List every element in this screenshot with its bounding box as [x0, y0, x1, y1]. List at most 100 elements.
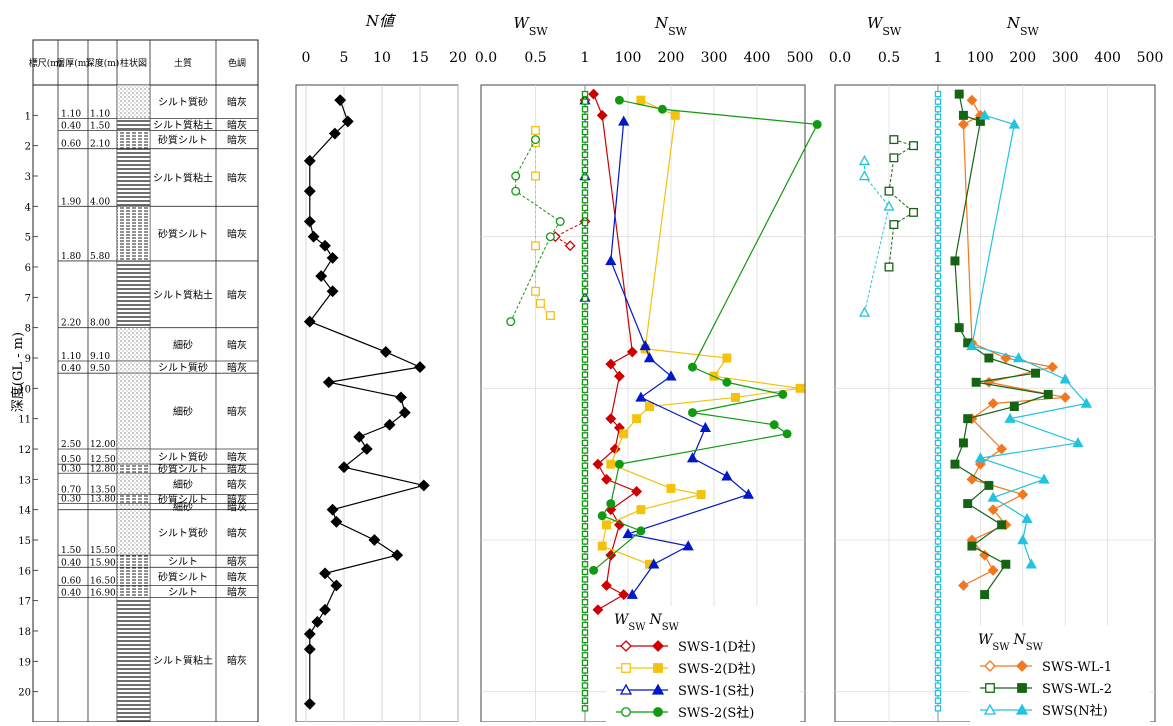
sws-n-point [966, 473, 978, 485]
sws-n-point [1059, 392, 1071, 403]
sws-baseline-point [581, 227, 589, 234]
sws-n-line [971, 114, 1088, 565]
sws-baseline-point [934, 106, 942, 113]
sws-n-point [1072, 437, 1084, 448]
sws-w-point [511, 186, 521, 196]
sws-baseline-point [934, 621, 942, 629]
legend-marker-filled [1016, 660, 1028, 672]
sws-baseline-point [581, 242, 589, 249]
sws-baseline-point [581, 682, 589, 689]
sws-baseline-point [934, 432, 942, 439]
log-soil-label: 砂質シルト [158, 134, 208, 147]
sws-baseline-point [934, 295, 942, 303]
sws-n-point [631, 486, 643, 497]
sws-baseline-point [581, 636, 589, 644]
log-thickness-value: 0.60 [61, 140, 81, 150]
sws-w-point [545, 311, 555, 321]
log-depth-tick-label: 15 [18, 536, 31, 547]
sws-n-point [589, 565, 599, 575]
sws-n-point [1047, 361, 1058, 373]
sws-n-point [601, 473, 612, 485]
log-thickness-value: 1.10 [61, 109, 81, 119]
sws-n-point [606, 459, 616, 469]
log-depth-tick-label: 3 [25, 172, 31, 183]
sws-n-point [613, 370, 625, 382]
sws-n-line [954, 93, 1051, 595]
legend-label: SWS-WL-1 [1042, 660, 1112, 675]
sws-n-point [974, 452, 987, 463]
sws-baseline-point [581, 159, 589, 166]
log-thickness-value: 0.70 [61, 486, 81, 496]
sws-baseline-point [934, 90, 942, 98]
sws-n-point [984, 353, 994, 363]
sws-baseline-point [934, 136, 942, 143]
sws-n-tick-label: 300 [701, 50, 728, 66]
sws-baseline-point [934, 250, 942, 257]
log-color-label: 暗灰 [227, 478, 247, 491]
log-layer-pattern [116, 260, 151, 328]
sws-baseline-point [581, 462, 589, 469]
sws-n-point [596, 109, 608, 121]
sws-baseline-point [934, 606, 942, 613]
sws-baseline-point [581, 409, 589, 416]
log-layer-pattern [116, 597, 151, 723]
axis-titles: 深度(GL - m) [10, 332, 26, 412]
legend-title-sub: SW [992, 642, 1010, 653]
n-x-tick-label: 15 [411, 50, 429, 66]
n-value-point [417, 479, 430, 492]
n-value-point [360, 443, 373, 455]
sws-w-point [909, 141, 918, 151]
sws-baseline-point [934, 181, 942, 189]
log-layer-pattern [116, 509, 151, 556]
sws-baseline-point [581, 151, 589, 158]
sws-w-point [506, 317, 516, 327]
sws-w-point [545, 232, 555, 242]
n-value-point [341, 115, 354, 128]
sws-baseline-point [934, 470, 942, 477]
sws-n-point [670, 110, 680, 120]
sws-baseline-point [934, 485, 942, 492]
sws-n-point [614, 95, 624, 105]
sws-baseline-point [934, 682, 942, 689]
sws-baseline-point [581, 598, 589, 606]
sws-n-point [696, 490, 706, 499]
sws-baseline-point [581, 295, 589, 303]
log-color-label: 暗灰 [227, 501, 247, 514]
sws-baseline-point [581, 644, 589, 651]
sws-n-point [1031, 368, 1040, 378]
log-color-label: 暗灰 [227, 654, 247, 667]
sws-n-tick-label: 500 [1137, 50, 1164, 66]
sws-w-axis-sub: SW [529, 25, 549, 38]
sws-baseline-point [934, 143, 942, 151]
sws-w-axis-title: WSW [513, 14, 548, 38]
sws-n-point [635, 391, 647, 402]
sws-baseline-point [581, 492, 589, 500]
log-layer-pattern [116, 360, 151, 374]
sws-baseline-point [581, 568, 589, 576]
log-depth-value: 16.50 [90, 577, 116, 587]
sws-w-tick-label: 0.5 [878, 50, 900, 66]
sws-baseline-point [581, 257, 589, 265]
sws-n-point [954, 323, 964, 333]
sws-baseline-point [934, 325, 942, 333]
sws-n-point [958, 438, 968, 448]
sws-w-tick-label: 1 [581, 50, 590, 66]
sws-n-point [958, 119, 969, 130]
sws-baseline-point [581, 470, 589, 477]
sws-w-point [889, 153, 899, 163]
sws-baseline-point [934, 462, 942, 469]
log-layer-pattern [116, 567, 151, 586]
n-value-point [330, 579, 343, 592]
sws-n-point [605, 358, 617, 370]
sws-baseline-point [581, 652, 589, 659]
sws-baseline-point [581, 614, 589, 621]
sws-n-point [987, 564, 999, 576]
log-soil-label: シルト質砂 [158, 526, 208, 539]
log-color-label: 暗灰 [227, 338, 247, 351]
sws-n-point [722, 353, 732, 363]
n-value-point [303, 697, 316, 710]
sws-baseline-point [581, 341, 589, 348]
sws-n-point [588, 88, 600, 100]
sws-baseline-point [581, 424, 589, 431]
n-value-point [303, 643, 316, 656]
